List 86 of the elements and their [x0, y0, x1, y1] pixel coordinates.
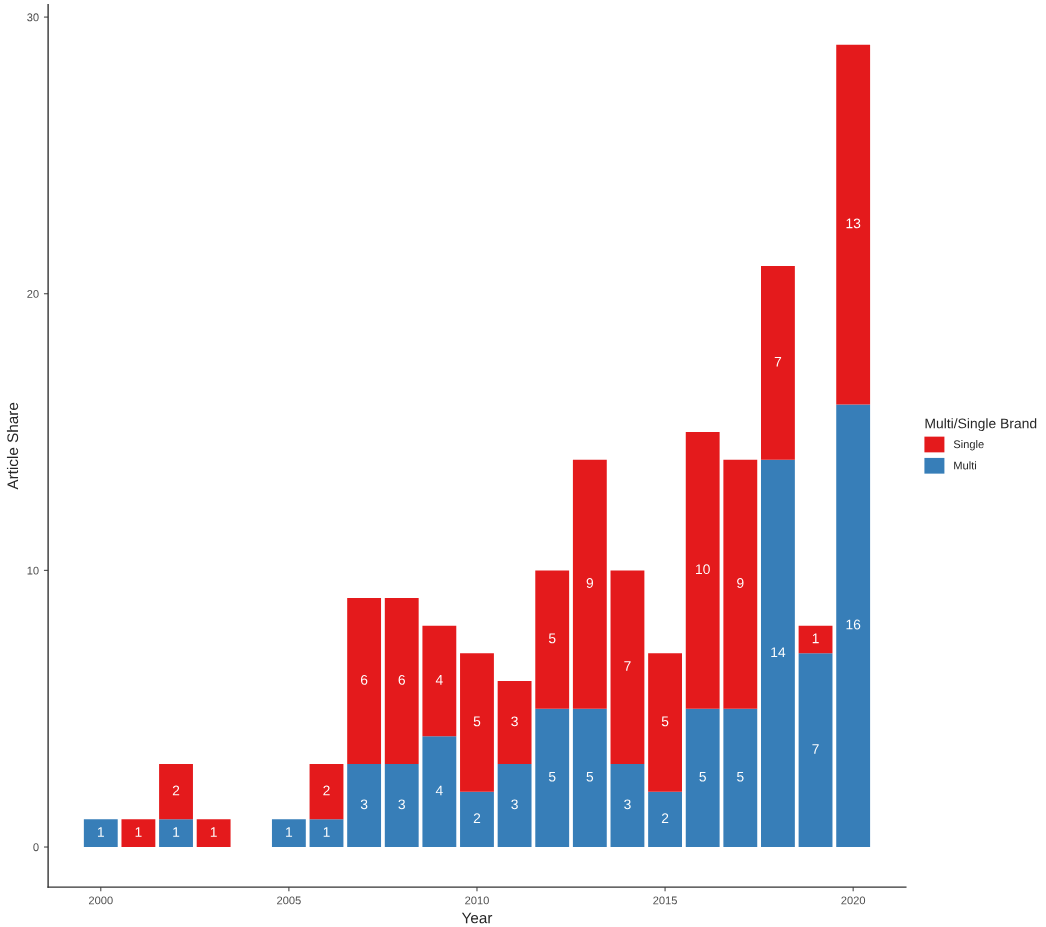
y-tick-label: 20 — [27, 290, 39, 298]
bar — [610, 570, 645, 765]
bar — [685, 708, 720, 848]
data-label: 13 — [846, 218, 861, 229]
data-label: 3 — [511, 716, 518, 727]
bar — [798, 625, 833, 654]
data-label: 3 — [398, 799, 405, 810]
y-tick-label: 0 — [33, 843, 39, 852]
bar — [572, 459, 607, 709]
bar — [460, 791, 494, 848]
data-label: 1 — [97, 827, 104, 837]
bar — [309, 764, 344, 820]
data-label: 4 — [435, 675, 443, 685]
data-label: 6 — [360, 674, 368, 685]
bar — [196, 819, 231, 848]
data-label: 9 — [586, 578, 594, 588]
data-label: 14 — [771, 647, 786, 657]
bar — [159, 764, 193, 820]
data-label: 2 — [172, 785, 180, 796]
data-label: 16 — [846, 619, 861, 630]
data-label: 2 — [661, 813, 669, 823]
bar — [836, 44, 871, 405]
bar — [648, 653, 682, 792]
bar — [422, 625, 457, 737]
data-label: 5 — [548, 771, 556, 782]
data-label: 1 — [323, 827, 330, 837]
data-label: 2 — [473, 813, 481, 823]
bar — [572, 708, 607, 848]
data-label: 4 — [435, 785, 443, 796]
data-label: 10 — [696, 564, 710, 575]
bar — [723, 708, 758, 848]
bar — [460, 653, 494, 792]
data-label: 6 — [398, 674, 405, 685]
y-tick-label: 10 — [27, 566, 39, 575]
bar — [761, 266, 795, 460]
bar — [836, 404, 871, 848]
legend-label: Single — [953, 440, 984, 451]
data-label: 1 — [173, 827, 180, 837]
data-label: 5 — [473, 716, 481, 727]
x-axis-title: Year — [461, 912, 493, 924]
bar — [159, 819, 193, 848]
data-label: 1 — [286, 827, 293, 837]
bar — [422, 736, 457, 848]
data-label: 3 — [511, 799, 518, 810]
bar — [497, 681, 532, 765]
bar — [648, 791, 682, 848]
bar — [723, 459, 758, 709]
data-label: 3 — [624, 799, 631, 810]
bar — [535, 708, 570, 848]
x-tick-label: 2010 — [465, 896, 489, 905]
data-label: 5 — [548, 633, 556, 644]
bar — [497, 764, 532, 848]
data-label: 5 — [699, 771, 706, 782]
bar — [121, 819, 156, 848]
data-label: 7 — [774, 356, 782, 367]
x-tick-label: 2020 — [841, 896, 866, 905]
bar — [83, 819, 118, 848]
bar — [384, 764, 419, 848]
bar — [271, 819, 306, 848]
data-label: 3 — [360, 799, 368, 810]
bar — [384, 598, 419, 765]
bar — [798, 653, 833, 848]
data-label: 1 — [210, 827, 217, 837]
y-tick-label: 30 — [27, 13, 39, 22]
bar — [309, 819, 344, 848]
bar — [347, 598, 382, 765]
data-label: 1 — [812, 633, 819, 644]
bar — [347, 764, 382, 848]
legend-title: Multi/Single Brand — [925, 418, 1037, 432]
x-tick-label: 2005 — [277, 896, 301, 905]
data-label: 5 — [586, 771, 594, 782]
bar — [610, 764, 645, 848]
data-label: 2 — [323, 785, 330, 796]
data-label: 1 — [135, 827, 142, 837]
bar — [761, 459, 795, 848]
bar — [535, 570, 570, 709]
x-tick-label: 2015 — [653, 896, 677, 905]
x-tick-label: 2000 — [88, 896, 113, 905]
data-label: 9 — [737, 578, 744, 588]
data-label: 5 — [661, 716, 669, 727]
data-label: 7 — [812, 744, 819, 754]
bar — [685, 432, 720, 709]
data-label: 5 — [737, 771, 744, 782]
y-axis-title: Article Share — [6, 402, 19, 490]
data-label: 7 — [624, 661, 631, 671]
legend-label: Multi — [954, 461, 977, 470]
